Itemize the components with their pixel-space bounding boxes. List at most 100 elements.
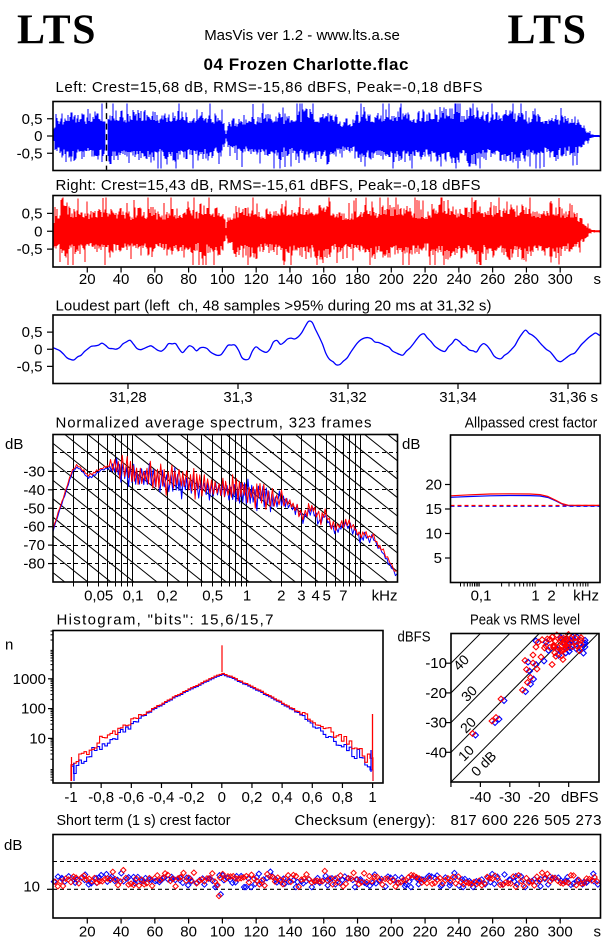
svg-text:-20: -20: [425, 685, 447, 702]
svg-text:100: 100: [210, 924, 235, 941]
svg-text:0: 0: [34, 223, 42, 240]
svg-text:160: 160: [311, 924, 336, 941]
svg-text:180: 180: [345, 924, 370, 941]
svg-text:200: 200: [379, 924, 404, 941]
svg-text:Checksum (energy):: Checksum (energy):: [295, 812, 436, 829]
svg-text:-0,6: -0,6: [118, 789, 144, 806]
svg-text:n: n: [5, 637, 13, 654]
svg-text:-10: -10: [425, 655, 447, 672]
svg-text:1: 1: [368, 789, 376, 806]
svg-text:LTS: LTS: [507, 8, 587, 54]
svg-text:1: 1: [243, 588, 251, 605]
svg-text:Histogram, "bits": 15,6/15,7: Histogram, "bits": 15,6/15,7: [57, 612, 274, 629]
svg-text:dBFS: dBFS: [561, 789, 599, 806]
svg-text:15: 15: [425, 501, 442, 518]
svg-text:0,5: 0,5: [202, 588, 223, 605]
svg-text:40: 40: [113, 271, 130, 288]
svg-text:31,34: 31,34: [439, 389, 477, 406]
svg-text:20: 20: [79, 271, 96, 288]
svg-text:5: 5: [323, 588, 331, 605]
svg-text:-40: -40: [23, 482, 45, 499]
svg-text:20: 20: [79, 924, 96, 941]
svg-text:220: 220: [413, 924, 438, 941]
svg-text:-30: -30: [499, 789, 521, 806]
svg-text:300: 300: [548, 271, 573, 288]
svg-text:dB: dB: [5, 436, 23, 453]
svg-text:100: 100: [21, 701, 46, 718]
svg-text:31,28: 31,28: [109, 389, 147, 406]
svg-text:kHz: kHz: [372, 588, 398, 605]
svg-text:31,32: 31,32: [329, 389, 367, 406]
svg-text:-40: -40: [425, 744, 447, 761]
svg-text:0,8: 0,8: [332, 789, 353, 806]
svg-text:300: 300: [548, 924, 573, 941]
svg-text:s: s: [594, 924, 602, 941]
svg-text:31,3: 31,3: [223, 389, 252, 406]
svg-text:120: 120: [244, 924, 269, 941]
svg-text:280: 280: [514, 271, 539, 288]
svg-text:817 600 226 505 273: 817 600 226 505 273: [451, 812, 602, 829]
svg-text:140: 140: [277, 271, 302, 288]
svg-text:260: 260: [480, 924, 505, 941]
svg-text:60: 60: [146, 924, 163, 941]
svg-text:Normalized average spectrum, 3: Normalized average spectrum, 323 frames: [56, 415, 372, 432]
svg-text:100: 100: [210, 271, 235, 288]
svg-text:10: 10: [23, 879, 40, 896]
svg-text:-20: -20: [528, 789, 550, 806]
svg-text:Left: Crest=15,68 dB, RMS=-15,: Left: Crest=15,68 dB, RMS=-15,86 dBFS, P…: [56, 79, 483, 96]
svg-text:260: 260: [480, 271, 505, 288]
svg-text:-30: -30: [23, 463, 45, 480]
svg-text:-0,5: -0,5: [17, 145, 43, 162]
svg-text:-50: -50: [23, 500, 45, 517]
svg-text:2: 2: [277, 588, 285, 605]
svg-text:0,5: 0,5: [22, 111, 43, 128]
svg-text:dBFS: dBFS: [398, 629, 431, 646]
svg-text:280: 280: [514, 924, 539, 941]
svg-text:0,2: 0,2: [242, 789, 263, 806]
svg-text:-80: -80: [23, 556, 45, 573]
svg-text:Right: Crest=15,43 dB, RMS=-15: Right: Crest=15,43 dB, RMS=-15,61 dBFS, …: [56, 177, 481, 194]
svg-text:180: 180: [345, 271, 370, 288]
svg-text:10: 10: [425, 526, 442, 543]
svg-text:Short term (1 s) crest factor: Short term (1 s) crest factor: [57, 812, 231, 829]
svg-text:200: 200: [379, 271, 404, 288]
svg-text:Peak vs RMS level: Peak vs RMS level: [470, 612, 580, 629]
svg-text:20: 20: [425, 477, 442, 494]
svg-text:dB: dB: [4, 837, 22, 854]
svg-text:0,5: 0,5: [22, 205, 43, 222]
svg-text:80: 80: [180, 924, 197, 941]
svg-text:240: 240: [446, 924, 471, 941]
svg-text:1: 1: [531, 588, 539, 605]
svg-text:-40: -40: [470, 789, 492, 806]
svg-text:0: 0: [34, 128, 42, 145]
svg-text:3: 3: [297, 588, 305, 605]
svg-text:40: 40: [113, 924, 130, 941]
svg-text:MasVis ver 1.2 - www.lts.a.se: MasVis ver 1.2 - www.lts.a.se: [204, 27, 400, 44]
svg-text:10: 10: [29, 730, 46, 747]
svg-text:-0,5: -0,5: [17, 358, 43, 375]
svg-text:7: 7: [339, 588, 347, 605]
svg-text:2: 2: [547, 588, 555, 605]
svg-text:0,4: 0,4: [272, 789, 293, 806]
svg-text:0,5: 0,5: [22, 324, 43, 341]
svg-text:1000: 1000: [13, 671, 46, 688]
svg-text:s: s: [594, 271, 602, 288]
svg-text:-0,8: -0,8: [88, 789, 114, 806]
svg-text:0: 0: [218, 789, 226, 806]
svg-text:-0,5: -0,5: [17, 241, 43, 258]
svg-text:0: 0: [34, 341, 42, 358]
svg-text:Loudest part (left ch, 48 sam: Loudest part (left ch, 48 samples >95% d…: [56, 298, 492, 315]
svg-text:Allpassed crest factor: Allpassed crest factor: [465, 415, 598, 432]
svg-text:LTS: LTS: [17, 8, 97, 54]
svg-text:0,1: 0,1: [123, 588, 144, 605]
svg-text:80: 80: [180, 271, 197, 288]
svg-text:120: 120: [244, 271, 269, 288]
svg-text:-0,4: -0,4: [149, 789, 175, 806]
svg-text:dB: dB: [402, 436, 420, 453]
svg-text:04 Frozen Charlotte.flac: 04 Frozen Charlotte.flac: [204, 55, 409, 74]
svg-text:0,2: 0,2: [157, 588, 178, 605]
svg-text:-60: -60: [23, 519, 45, 536]
svg-text:s: s: [591, 389, 599, 406]
svg-text:0,05: 0,05: [84, 588, 113, 605]
svg-text:-30: -30: [425, 715, 447, 732]
